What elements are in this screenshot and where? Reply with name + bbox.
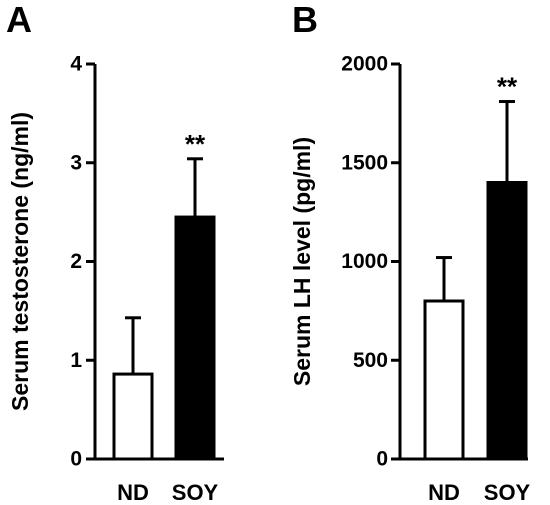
- panel-letter: A: [6, 0, 32, 40]
- y-tick-label: 0: [376, 448, 388, 471]
- bar-nd: [112, 372, 154, 461]
- x-category-label-soy: SOY: [172, 480, 219, 505]
- chart-panel-a: A Serum testosterone (ng/ml) 0 1 2 3 4 ND ** SOY: [6, 0, 224, 505]
- y-tick-label: 0: [70, 448, 82, 471]
- y-tick-label: 500: [353, 349, 388, 372]
- chart-panel-b: B Serum LH level (pg/ml) 0 500 1000 1500 2000 N…: [289, 0, 531, 505]
- bar-soy: [174, 215, 216, 461]
- y-tick-label: 1000: [341, 250, 388, 273]
- y-tick-label: 4: [70, 53, 82, 76]
- y-tick-label: 3: [70, 151, 82, 174]
- y-tick-label: 2: [70, 250, 82, 273]
- x-category-label-soy: SOY: [484, 480, 531, 505]
- y-axis-label: Serum LH level (pg/ml): [289, 137, 315, 386]
- x-category-label-nd: ND: [428, 480, 460, 505]
- panel-letter: B: [292, 0, 318, 40]
- y-tick-label: 1: [70, 349, 82, 372]
- bar-nd: [423, 299, 465, 461]
- y-tick-label: 1500: [341, 151, 388, 174]
- y-tick-label: 2000: [341, 53, 388, 76]
- x-category-label-nd: ND: [117, 480, 149, 505]
- significance-annotation: **: [497, 72, 518, 102]
- significance-annotation: **: [185, 129, 206, 159]
- y-axis-label: Serum testosterone (ng/ml): [7, 112, 33, 411]
- bar-soy: [486, 181, 528, 461]
